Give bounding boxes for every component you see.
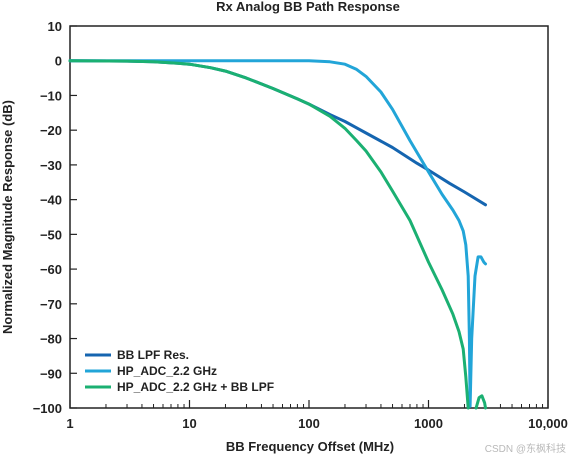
- x-tick-label: 10,000: [528, 416, 568, 431]
- y-axis-ticks: 10 0 −10 −20 −30 −40 −50 −60 −70 −80 −90 −100: [33, 19, 77, 416]
- x-axis-label: BB Frequency Offset (MHz): [226, 439, 394, 454]
- x-axis-ticks: 1 10 100 1000 10,000: [66, 400, 568, 431]
- x-tick-label: 100: [298, 416, 320, 431]
- legend-label: HP_ADC_2.2 GHz: [117, 364, 217, 378]
- x-tick-label: 1000: [414, 416, 443, 431]
- y-tick-label: −80: [40, 332, 62, 347]
- watermark-text: CSDN @东枫科技: [485, 442, 566, 455]
- y-tick-label: −50: [40, 227, 62, 242]
- x-tick-label: 1: [66, 416, 73, 431]
- series-line-1: [68, 59, 487, 408]
- series-line-3: [474, 394, 487, 410]
- y-tick-label: −100: [33, 401, 62, 416]
- y-tick-label: −70: [40, 297, 62, 312]
- chart-title: Rx Analog BB Path Response: [216, 0, 400, 14]
- y-tick-label: −10: [40, 88, 62, 103]
- y-tick-label: −20: [40, 123, 62, 138]
- y-tick-label: −30: [40, 158, 62, 173]
- y-tick-label: 0: [55, 54, 62, 69]
- legend-label: BB LPF Res.: [117, 348, 189, 362]
- y-tick-label: −40: [40, 193, 62, 208]
- legend: BB LPF Res. HP_ADC_2.2 GHz HP_ADC_2.2 GHz …: [85, 348, 274, 394]
- series-lines: [68, 59, 487, 410]
- legend-label: HP_ADC_2.2 GHz + BB LPF: [117, 380, 274, 394]
- y-axis-label: Normalized Magnitude Response (dB): [0, 100, 15, 334]
- series-line-0: [68, 59, 487, 207]
- y-tick-label: −60: [40, 262, 62, 277]
- x-tick-label: 10: [182, 416, 196, 431]
- series-line-2: [68, 59, 470, 410]
- y-tick-label: −90: [40, 366, 62, 381]
- y-tick-label: 10: [48, 19, 62, 34]
